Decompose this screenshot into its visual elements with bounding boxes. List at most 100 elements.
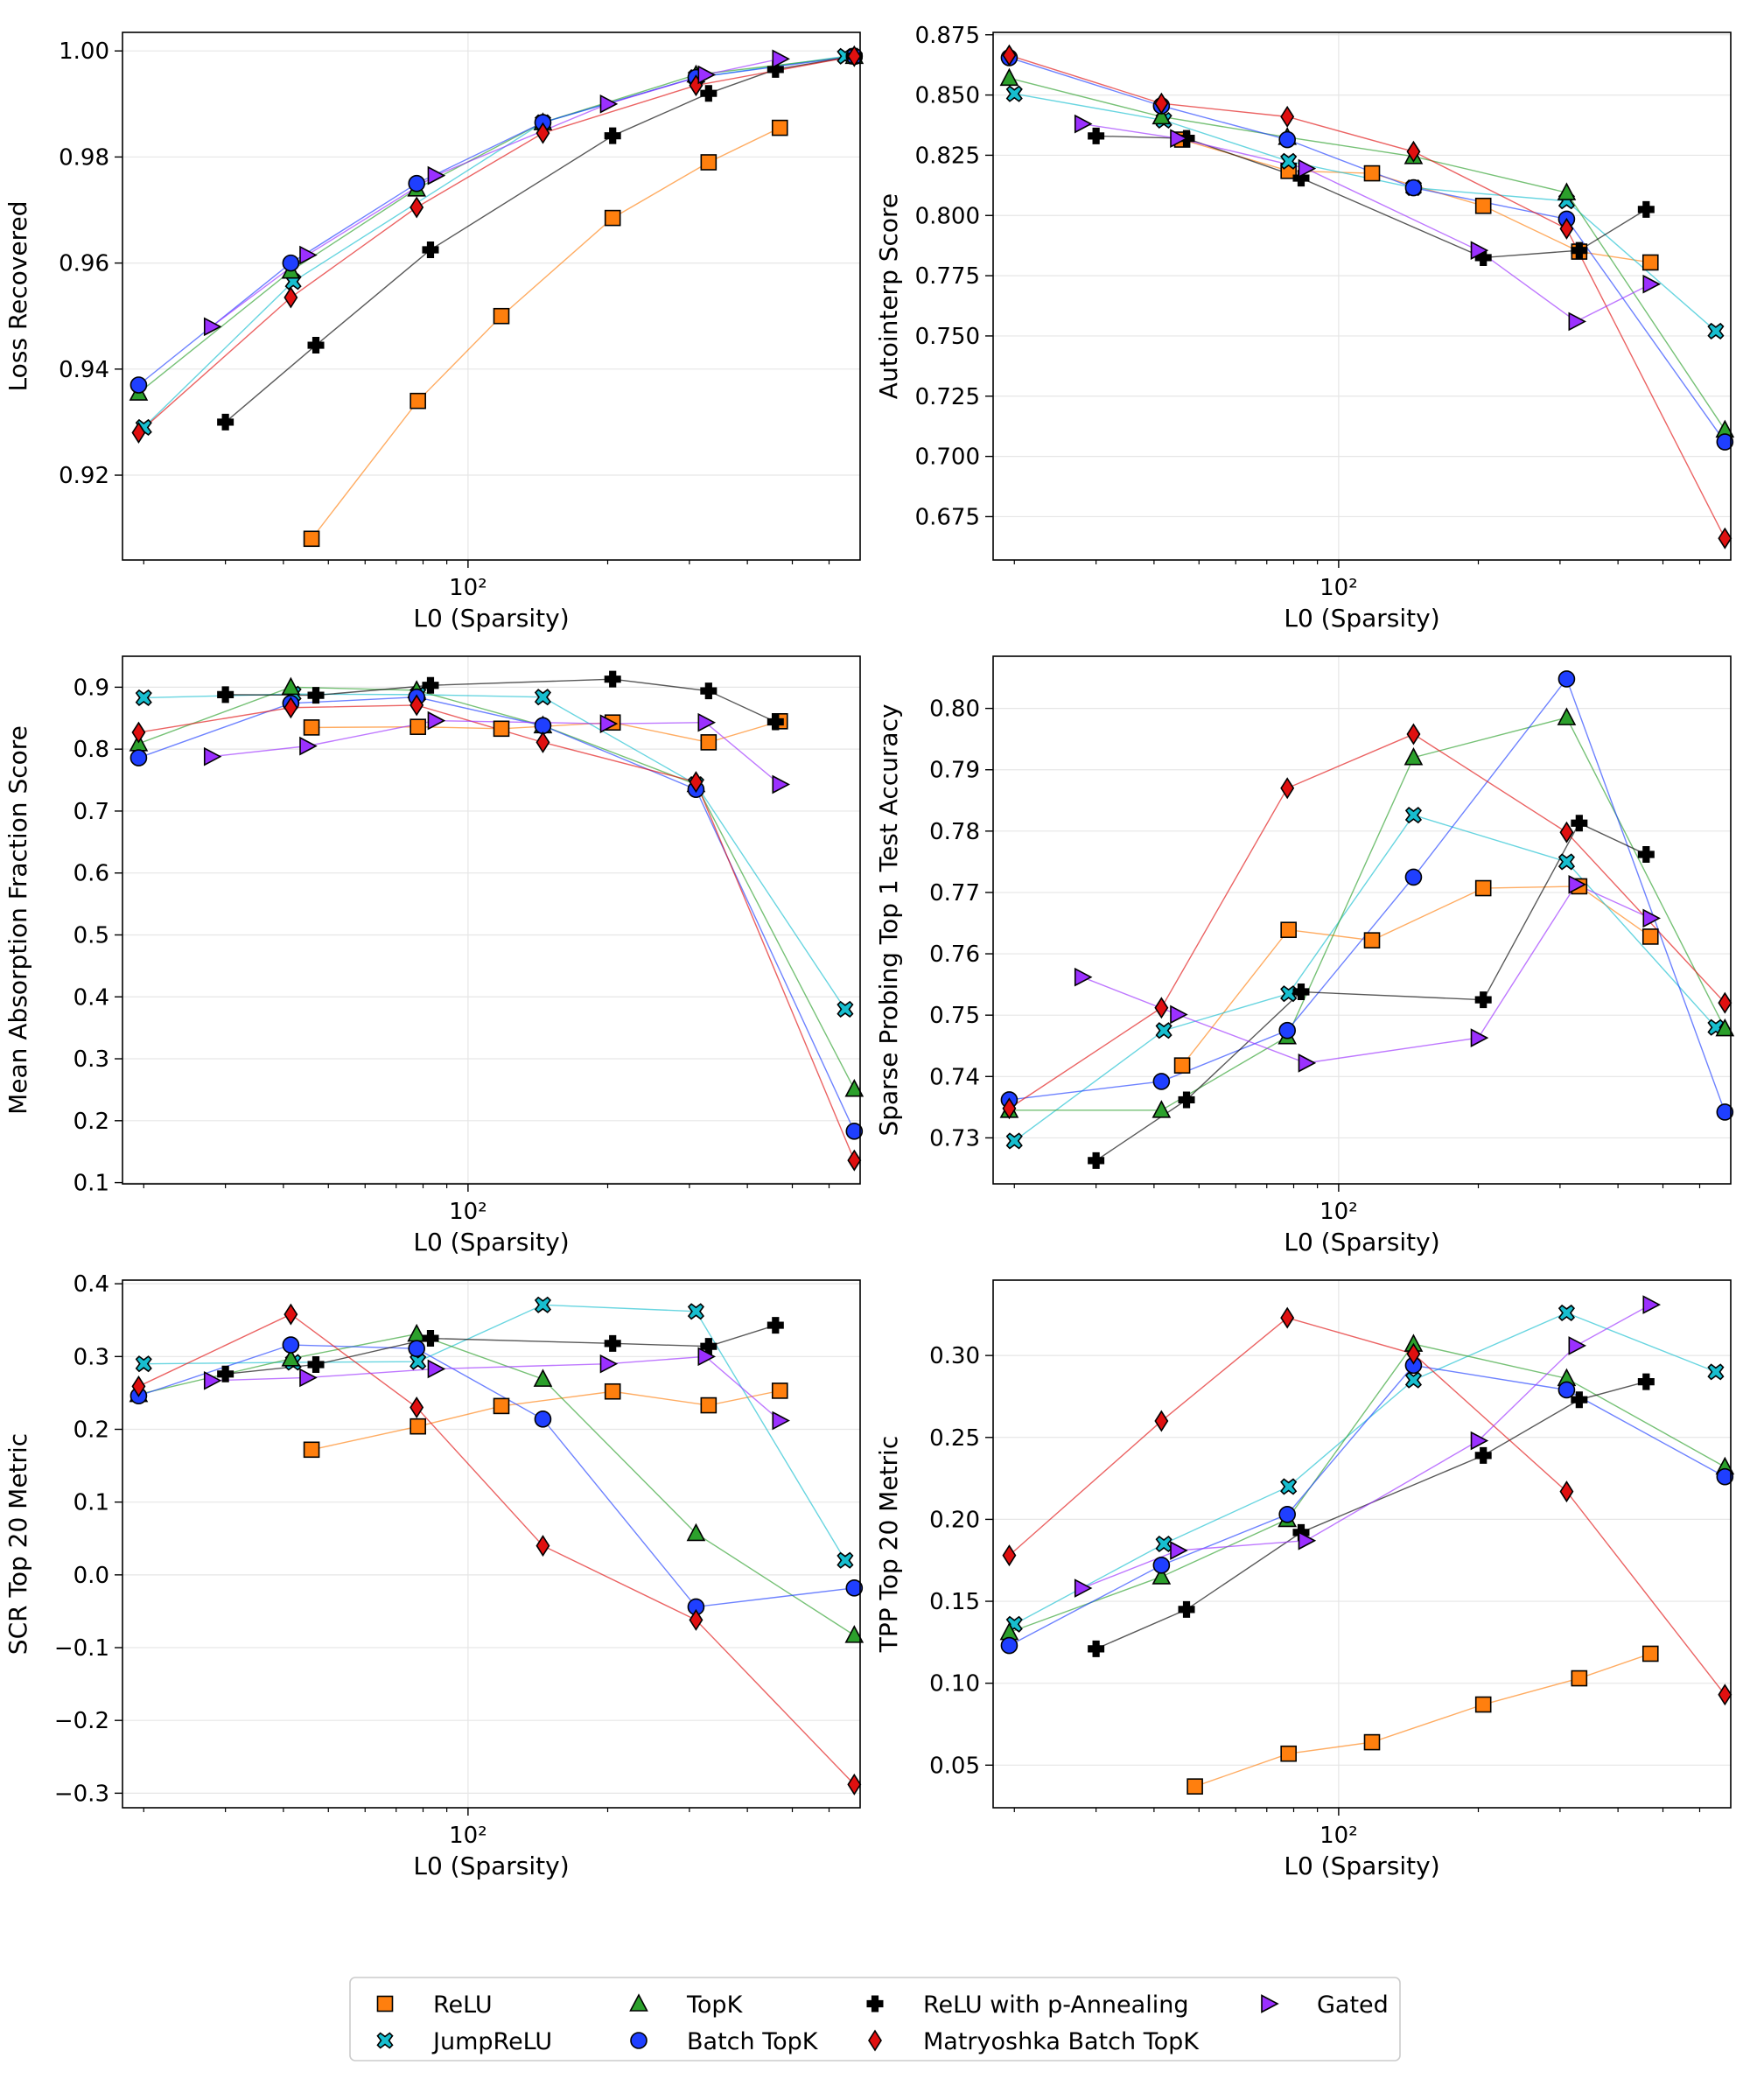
x-tick-label: 10² [1320, 575, 1358, 601]
point-matryoshka-batch-topk [1559, 1480, 1574, 1503]
point-gated [427, 165, 446, 186]
point-relu-with-p-annealing [217, 1365, 234, 1382]
legend-marker-gated [1261, 1994, 1279, 2013]
point-matryoshka-batch-topk [1559, 217, 1574, 240]
point-relu [410, 392, 426, 410]
x-tick-label: 10² [1320, 1823, 1358, 1849]
legend-label: Matryoshka Batch TopK [923, 2028, 1200, 2055]
point-matryoshka-batch-topk [284, 1303, 298, 1326]
point-batch-topk [1404, 178, 1423, 197]
point-gated [1170, 129, 1188, 148]
point-gated [1470, 1431, 1489, 1451]
point-matryoshka-batch-topk [1718, 991, 1732, 1014]
point-batch-topk [1278, 1021, 1296, 1040]
y-tick-label: 0.8 [74, 737, 109, 763]
x-axis-title: L0 (Sparsity) [1284, 1852, 1439, 1880]
plot-frame [992, 1279, 1732, 1809]
y-tick-label: 0.700 [915, 444, 980, 471]
point-relu-with-p-annealing [1088, 1152, 1105, 1169]
point-relu [1280, 921, 1297, 939]
point-relu [1642, 254, 1659, 271]
y-tick-label: 0.4 [74, 984, 109, 1011]
point-relu-with-p-annealing [1637, 200, 1655, 218]
point-gated [1568, 312, 1587, 332]
point-relu [303, 719, 320, 736]
point-gated [1568, 1336, 1587, 1355]
plot-frame [122, 1279, 861, 1809]
series-line-relu-with-p-annealing [1096, 822, 1647, 1161]
point-matryoshka-batch-topk [1718, 1684, 1732, 1706]
point-relu-with-p-annealing [1292, 170, 1310, 187]
point-relu-with-p-annealing [422, 1330, 439, 1348]
point-gated [427, 1359, 446, 1379]
point-relu-with-p-annealing [307, 337, 325, 354]
series-line-jumprelu [144, 1304, 846, 1561]
point-relu [700, 1396, 718, 1414]
point-matryoshka-batch-topk [1280, 105, 1295, 128]
legend: ReLU JumpReLU TopK Batch TopK ReLU with p-An… [349, 1977, 1401, 2062]
y-tick-label: 0.800 [915, 203, 980, 229]
point-relu [771, 1382, 788, 1399]
point-gated [203, 317, 222, 337]
point-matryoshka-batch-topk [410, 694, 424, 717]
y-tick-label: 0.4 [74, 1271, 109, 1298]
point-jumprelu [1005, 85, 1023, 102]
y-tick-label: −0.2 [54, 1708, 109, 1734]
series-line-topk [1009, 717, 1726, 1111]
y-tick-label: 0.73 [929, 1125, 980, 1152]
x-axis-title: L0 (Sparsity) [1284, 604, 1439, 633]
point-matryoshka-batch-topk [1559, 821, 1574, 844]
point-relu-with-p-annealing [604, 670, 621, 688]
point-relu-with-p-annealing [217, 686, 234, 704]
series-line-gated [211, 719, 780, 786]
y-tick-label: 0.78 [929, 819, 980, 845]
point-jumprelu [836, 1000, 854, 1018]
point-gated [1074, 967, 1093, 987]
series-line-batch-topk [1009, 57, 1726, 443]
y-tick-label: 0.850 [915, 83, 980, 109]
point-matryoshka-batch-topk [689, 1608, 704, 1631]
series-line-relu [311, 127, 780, 540]
point-topk [281, 1348, 301, 1367]
point-topk [1715, 1018, 1735, 1037]
legend-item-matryoshka-batch-topk: Matryoshka Batch TopK [868, 2028, 1200, 2055]
point-gated [1170, 1541, 1188, 1560]
point-topk [999, 67, 1019, 87]
y-tick-label: 0.3 [74, 1046, 109, 1073]
x-axis-title: L0 (Sparsity) [413, 1228, 569, 1256]
x-tick-label: 10² [449, 1823, 487, 1849]
point-relu-with-p-annealing [1292, 984, 1310, 1001]
series-line-topk [1009, 77, 1726, 430]
point-relu [1363, 932, 1381, 948]
y-tick-label: 0.825 [915, 143, 980, 169]
point-batch-topk [845, 1123, 864, 1140]
point-relu [1280, 1745, 1297, 1762]
point-batch-topk [1000, 1636, 1018, 1655]
point-relu-with-p-annealing [307, 1355, 325, 1373]
series-line-batch-topk [137, 55, 855, 386]
point-relu [700, 154, 718, 171]
point-relu [1173, 1057, 1191, 1074]
point-relu-with-p-annealing [1637, 845, 1655, 863]
y-axis-title: Mean Absorption Fraction Score [4, 725, 32, 1115]
y-axis-title: Sparse Probing Top 1 Test Accuracy [874, 704, 903, 1136]
point-batch-topk [1404, 868, 1423, 886]
y-tick-label: 0.30 [929, 1343, 980, 1369]
legend-item-relu-with-p-annealing: ReLU with p-Annealing [866, 1992, 1188, 2019]
point-matryoshka-batch-topk [410, 196, 424, 219]
point-relu [493, 1397, 510, 1415]
charts-layer: 0.92 0.94 0.96 0.98 1.00 10² L0 (Sparsity) Loss… [4, 23, 1735, 1880]
point-gated [1074, 114, 1093, 134]
point-matryoshka-batch-topk [284, 696, 298, 719]
point-gated [599, 1354, 619, 1374]
point-matryoshka-batch-topk [410, 1396, 424, 1419]
series-line-batch-topk [1009, 1364, 1726, 1647]
y-tick-label: 0.77 [929, 880, 980, 906]
point-relu [771, 119, 788, 136]
point-relu [1474, 197, 1492, 214]
y-tick-label: −0.3 [54, 1781, 109, 1807]
legend-marker-jumprelu [376, 2032, 394, 2049]
point-batch-topk [534, 1410, 552, 1428]
point-relu [1642, 928, 1659, 945]
point-relu-with-p-annealing [700, 1338, 718, 1355]
